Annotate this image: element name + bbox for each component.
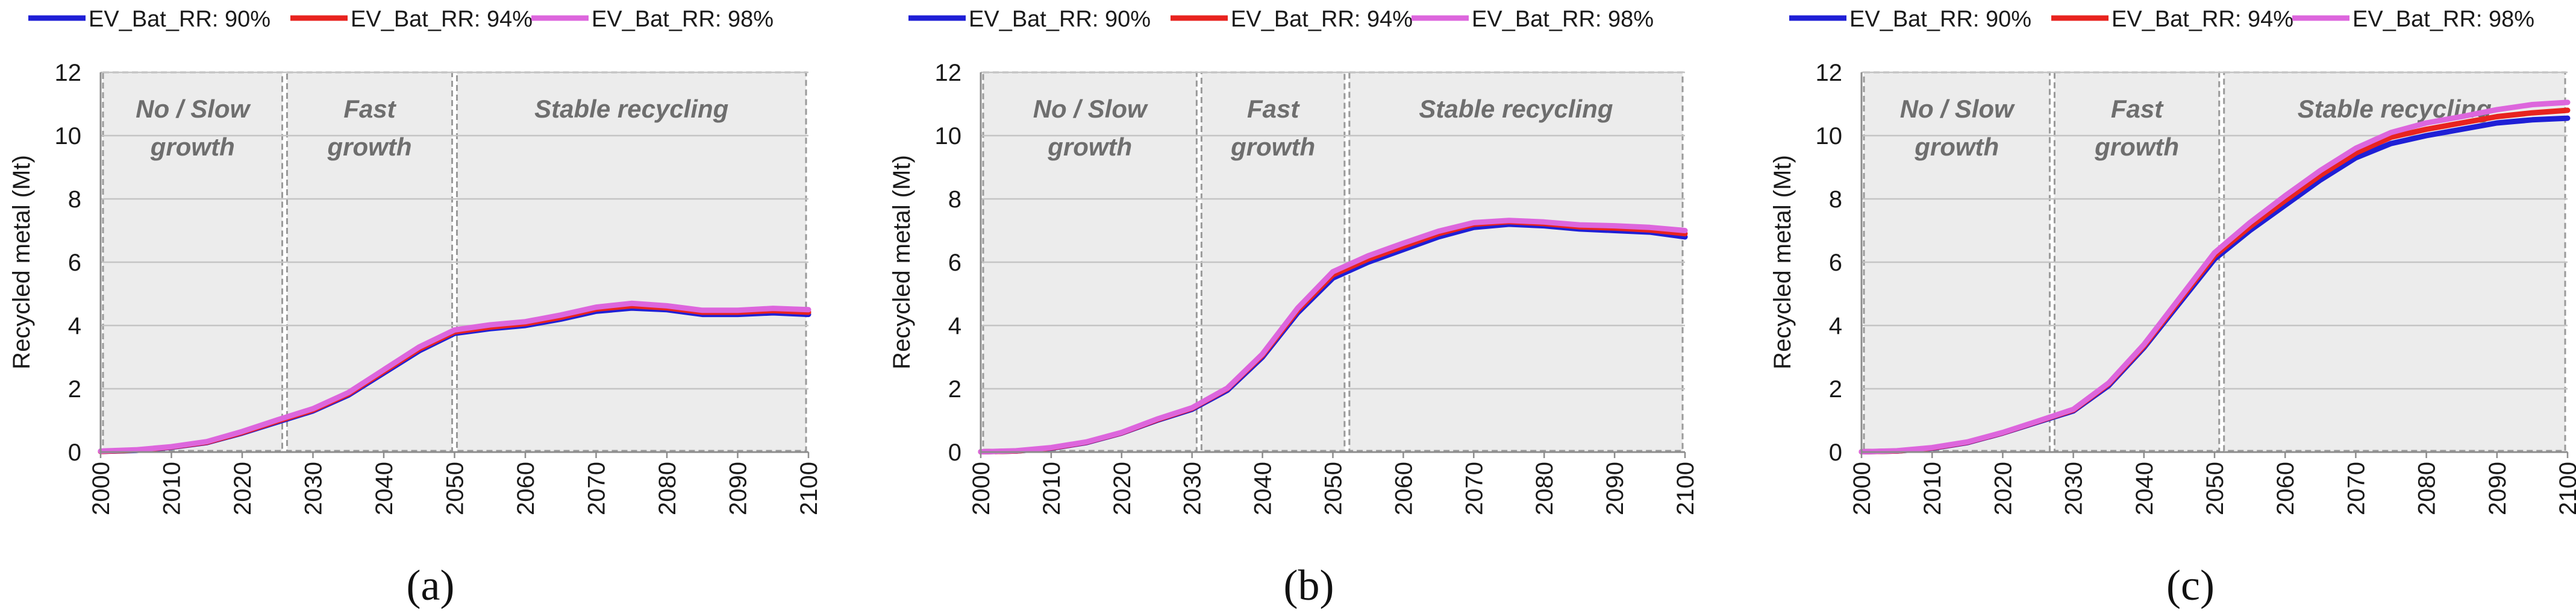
legend-label: EV_Bat_RR: 90%	[1849, 7, 2031, 32]
legend-label: EV_Bat_RR: 90%	[89, 7, 270, 32]
x-tick-label: 2030	[301, 462, 327, 515]
phase-label: growth	[1914, 133, 1999, 161]
x-tick-label: 2100	[796, 462, 822, 515]
x-tick-label: 2020	[1109, 462, 1136, 515]
legend-label: EV_Bat_RR: 98%	[2352, 7, 2534, 32]
x-tick-label: 2050	[1321, 462, 1347, 515]
legend-label: EV_Bat_RR: 94%	[1231, 7, 1413, 32]
y-axis-title: Recycled metal (Mt)	[1769, 155, 1796, 369]
x-tick-label: 2040	[371, 462, 398, 515]
panel-label: (c)	[2166, 561, 2215, 609]
phase-label: growth	[1230, 133, 1315, 161]
panel-label: (b)	[1284, 561, 1334, 609]
x-tick-label: 2030	[1180, 462, 1206, 515]
x-tick-label: 2050	[2202, 462, 2228, 515]
y-tick-label: 10	[55, 123, 82, 149]
x-tick-label: 2090	[1602, 462, 1628, 515]
y-tick-label: 8	[1829, 186, 1842, 213]
x-tick-label: 2020	[230, 462, 256, 515]
y-tick-label: 4	[948, 313, 961, 339]
y-tick-label: 10	[935, 123, 962, 149]
phase-label: Fast	[1247, 95, 1300, 123]
y-tick-label: 0	[1829, 439, 1842, 466]
y-tick-label: 12	[1816, 60, 1843, 86]
x-tick-label: 2090	[2484, 462, 2511, 515]
x-tick-label: 2070	[584, 462, 610, 515]
x-tick-label: 2090	[725, 462, 752, 515]
x-tick-label: 2040	[1250, 462, 1277, 515]
x-tick-label: 2000	[968, 462, 995, 515]
x-tick-label: 2080	[1531, 462, 1558, 515]
y-tick-label: 8	[948, 186, 961, 213]
phase-label: Stable recycling	[534, 95, 728, 123]
phase-label: growth	[327, 133, 412, 161]
y-tick-label: 2	[948, 376, 961, 403]
x-tick-label: 2070	[2343, 462, 2369, 515]
phase-label: growth	[2094, 133, 2179, 161]
panel-label: (a)	[407, 561, 455, 609]
series-line	[98, 300, 811, 454]
x-tick-label: 2020	[1990, 462, 2016, 515]
x-tick-label: 2040	[2131, 462, 2158, 515]
x-tick-label: 2060	[1390, 462, 1417, 515]
y-tick-label: 0	[948, 439, 961, 466]
phase-label: growth	[1047, 133, 1132, 161]
legend-label: EV_Bat_RR: 98%	[1472, 7, 1654, 32]
x-tick-label: 2000	[1849, 462, 1875, 515]
phase-label: No / Slow	[1033, 95, 1148, 123]
y-tick-label: 8	[68, 186, 81, 213]
y-axis-title: Recycled metal (Mt)	[889, 155, 915, 369]
x-tick-label: 2010	[159, 462, 186, 515]
x-tick-label: 2100	[1672, 462, 1699, 515]
y-axis-title: Recycled metal (Mt)	[8, 155, 35, 369]
legend-label: EV_Bat_RR: 94%	[2112, 7, 2293, 32]
x-tick-label: 2010	[1039, 462, 1065, 515]
legend-label: EV_Bat_RR: 94%	[351, 7, 533, 32]
x-tick-label: 2100	[2555, 462, 2576, 515]
series-line	[978, 218, 1688, 454]
x-tick-label: 2080	[2414, 462, 2440, 515]
phase-label: No / Slow	[136, 95, 251, 123]
y-tick-label: 6	[1829, 250, 1842, 276]
y-tick-label: 12	[55, 60, 82, 86]
chart-panel-a: No / Slow growth Fast growth Stable recyclin…	[8, 7, 822, 609]
x-tick-label: 2000	[88, 462, 114, 515]
x-tick-label: 2060	[513, 462, 539, 515]
legend-label: EV_Bat_RR: 90%	[969, 7, 1151, 32]
x-tick-label: 2030	[2061, 462, 2087, 515]
y-tick-label: 2	[68, 376, 81, 403]
y-tick-label: 0	[68, 439, 81, 466]
y-tick-label: 6	[68, 250, 81, 276]
x-tick-label: 2050	[442, 462, 469, 515]
y-tick-label: 6	[948, 250, 961, 276]
x-tick-label: 2060	[2272, 462, 2299, 515]
legend-label: EV_Bat_RR: 98%	[592, 7, 774, 32]
series-line	[1859, 99, 2571, 454]
phase-label: No / Slow	[1900, 95, 2015, 123]
phase-label: growth	[150, 133, 235, 161]
x-tick-label: 2080	[654, 462, 681, 515]
y-tick-label: 4	[1829, 313, 1842, 339]
chart-panel-b: No / Slow growth Fast growth Stable recyclin…	[889, 7, 1699, 609]
y-tick-label: 4	[68, 313, 81, 339]
y-tick-label: 12	[935, 60, 962, 86]
phase-label: Stable recycling	[1419, 95, 1613, 123]
x-tick-label: 2010	[1919, 462, 1946, 515]
y-tick-label: 2	[1829, 376, 1842, 403]
phase-label: Fast	[2111, 95, 2164, 123]
x-tick-label: 2070	[1461, 462, 1487, 515]
phase-label: Fast	[343, 95, 396, 123]
y-tick-label: 10	[1816, 123, 1843, 149]
